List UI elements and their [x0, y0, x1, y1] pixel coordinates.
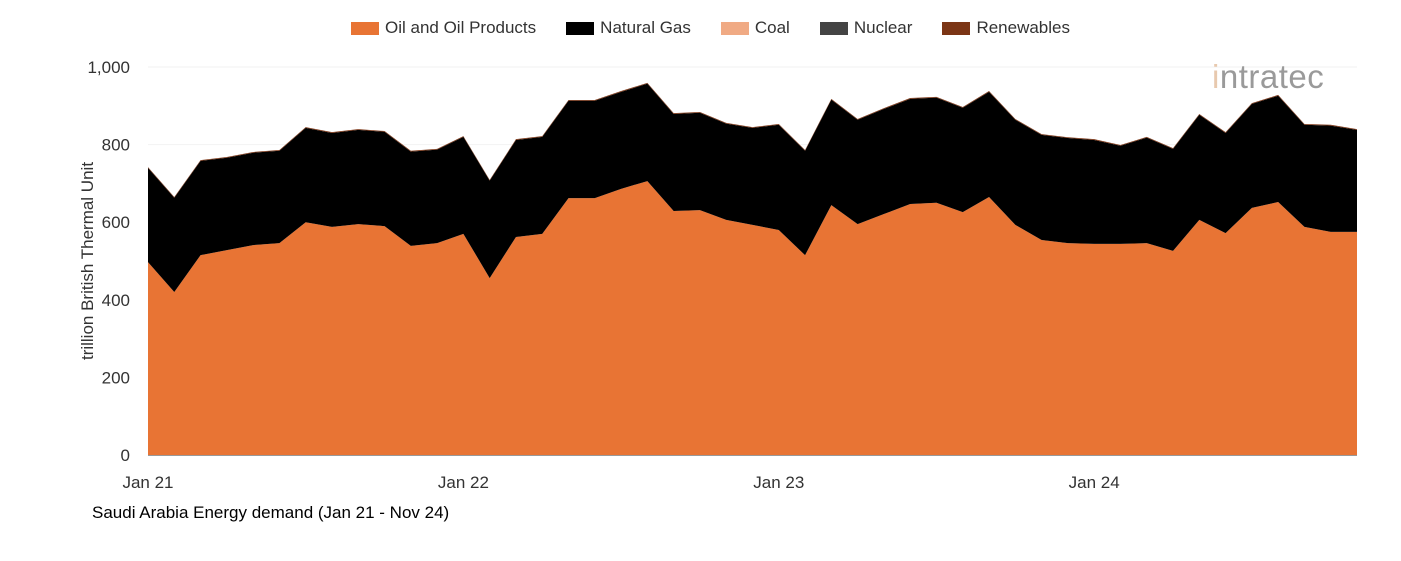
y-tick-label: 0 — [121, 446, 130, 465]
area-oil-and-oil-products — [148, 181, 1357, 455]
legend-label: Natural Gas — [600, 18, 691, 37]
legend-label: Renewables — [976, 18, 1070, 37]
legend-swatch — [566, 21, 595, 35]
legend-item[interactable]: Oil and Oil Products — [350, 18, 537, 38]
y-axis-label: trillion British Thermal Unit — [78, 162, 97, 360]
x-tick-label: Jan 24 — [1069, 473, 1120, 492]
y-tick-label: 1,000 — [87, 58, 130, 77]
chart-legend: Oil and Oil Products Natural Gas Coal Nucle… — [0, 18, 1401, 38]
x-tick-label: Jan 23 — [753, 473, 804, 492]
legend-label: Nuclear — [853, 18, 913, 37]
legend-item[interactable]: Natural Gas — [566, 18, 691, 38]
x-tick-label: Jan 21 — [122, 473, 173, 492]
legend-swatch — [350, 21, 379, 35]
legend-swatch — [942, 21, 971, 35]
y-tick-label: 200 — [102, 368, 130, 387]
legend-item[interactable]: Nuclear — [819, 18, 913, 38]
legend-swatch — [819, 21, 848, 35]
legend-label: Oil and Oil Products — [384, 18, 537, 37]
legend-item[interactable]: Renewables — [942, 18, 1070, 38]
intratec-logo: intratec — [1212, 58, 1325, 95]
area-natural-gas — [148, 83, 1357, 293]
legend-label: Coal — [754, 18, 790, 37]
chart-caption: Saudi Arabia Energy demand (Jan 21 - Nov… — [92, 503, 450, 522]
x-tick-label: Jan 22 — [438, 473, 489, 492]
y-tick-label: 600 — [102, 213, 130, 232]
legend-item[interactable]: Coal — [720, 18, 790, 38]
legend-swatch — [720, 21, 749, 35]
y-tick-label: 400 — [102, 291, 130, 310]
y-tick-label: 800 — [102, 136, 130, 155]
